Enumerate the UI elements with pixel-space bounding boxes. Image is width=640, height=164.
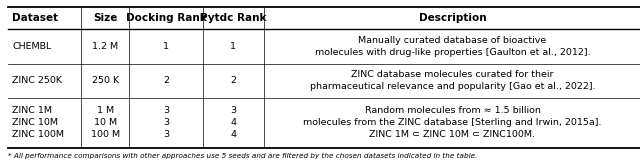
Text: 3
3
3: 3 3 3 [163,106,169,139]
Text: 2: 2 [163,76,169,85]
Text: ZINC 1M
ZINC 10M
ZINC 100M: ZINC 1M ZINC 10M ZINC 100M [12,106,64,139]
Text: 1: 1 [230,42,236,51]
Text: Description: Description [419,13,486,23]
Text: Docking Rank: Docking Rank [125,13,207,23]
Text: 1 M
10 M
100 M: 1 M 10 M 100 M [91,106,120,139]
Text: 1.2 M: 1.2 M [92,42,118,51]
Text: 250 K: 250 K [92,76,119,85]
Text: ZINC 250K: ZINC 250K [12,76,62,85]
Text: 1: 1 [163,42,169,51]
Text: * All performance comparisons with other approaches use 5 seeds and are filtered: * All performance comparisons with other… [8,153,477,159]
Text: 2: 2 [230,76,236,85]
Text: Size: Size [93,13,118,23]
Text: Manually curated database of bioactive
molecules with drug-like properties [Gaul: Manually curated database of bioactive m… [315,36,590,57]
Text: 3
4
4: 3 4 4 [230,106,236,139]
Text: Random molecules from ≈ 1.5 billion
molecules from the ZINC database [Sterling a: Random molecules from ≈ 1.5 billion mole… [303,106,602,139]
Text: CHEMBL: CHEMBL [12,42,51,51]
Text: Dataset: Dataset [12,13,58,23]
Text: ZINC database molecules curated for their
pharmaceutical relevance and popularit: ZINC database molecules curated for thei… [310,70,595,91]
Text: Pytdc Rank: Pytdc Rank [200,13,266,23]
